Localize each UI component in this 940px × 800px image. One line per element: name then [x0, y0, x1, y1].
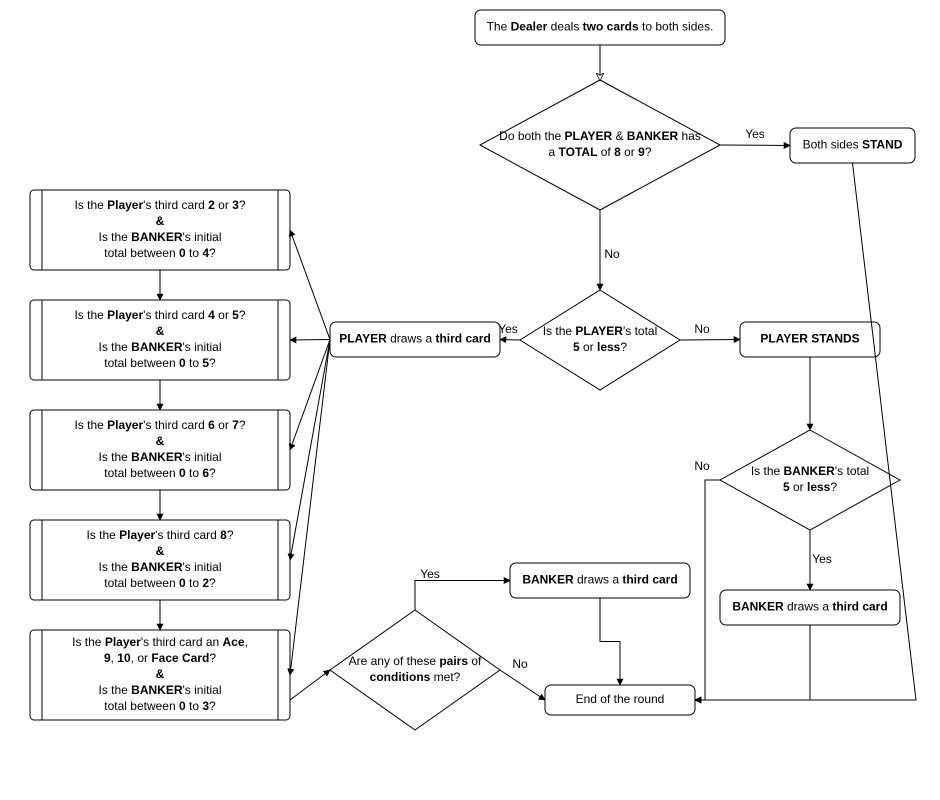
flowchart-canvas: The Dealer deals two cards to both sides… [0, 0, 940, 800]
svg-text:Is the PLAYER's total: Is the PLAYER's total [543, 324, 658, 338]
edge [290, 670, 330, 700]
edge-label: No [694, 322, 710, 336]
svg-text:&: & [156, 434, 165, 448]
svg-text:Is the BANKER's initial: Is the BANKER's initial [98, 230, 221, 244]
edge [500, 670, 545, 700]
edge [290, 340, 330, 341]
svg-text:PLAYER STANDS: PLAYER STANDS [760, 332, 859, 346]
edge [415, 581, 510, 611]
svg-text:total between 0 to 5?: total between 0 to 5? [104, 356, 216, 370]
svg-text:BANKER draws a third card: BANKER draws a third card [522, 573, 677, 587]
edge-label: No [604, 247, 620, 261]
svg-text:&: & [156, 214, 165, 228]
edge-label: No [512, 657, 528, 671]
svg-text:The Dealer deals two cards to: The Dealer deals two cards to both sides… [487, 20, 714, 34]
edge [720, 145, 790, 146]
svg-text:Is the Player's third card 2 o: Is the Player's third card 2 or 3? [74, 198, 245, 212]
edge [695, 625, 810, 700]
svg-text:Is the Player's third card 8?: Is the Player's third card 8? [86, 528, 233, 542]
svg-text:9, 10, or Face Card?: 9, 10, or Face Card? [104, 651, 216, 665]
svg-text:total between 0 to 2?: total between 0 to 2? [104, 576, 216, 590]
svg-text:Is the BANKER's initial: Is the BANKER's initial [98, 450, 221, 464]
svg-text:PLAYER draws a third card: PLAYER draws a third card [339, 332, 491, 346]
svg-text:Is the Player's third card 6 o: Is the Player's third card 6 or 7? [74, 418, 245, 432]
edge-label: Yes [498, 322, 518, 336]
edge-label: No [694, 459, 710, 473]
svg-text:Is the BANKER's total: Is the BANKER's total [751, 464, 869, 478]
svg-text:&: & [156, 324, 165, 338]
edge [695, 480, 720, 700]
svg-text:Is the Player's third card 4 o: Is the Player's third card 4 or 5? [74, 308, 245, 322]
svg-text:Is the BANKER's initial: Is the BANKER's initial [98, 340, 221, 354]
svg-text:a TOTAL of 8 or 9?: a TOTAL of 8 or 9? [549, 145, 652, 159]
svg-text:Is the BANKER's initial: Is the BANKER's initial [98, 560, 221, 574]
svg-text:Is the Player's third card an: Is the Player's third card an Ace, [72, 635, 248, 649]
svg-text:Both sides STAND: Both sides STAND [803, 138, 903, 152]
edge [680, 340, 740, 341]
svg-text:Do both the PLAYER & BANKER ha: Do both the PLAYER & BANKER has [499, 129, 701, 143]
svg-text:5 or less?: 5 or less? [783, 480, 837, 494]
svg-text:total between 0 to 4?: total between 0 to 4? [104, 246, 216, 260]
edge-label: Yes [420, 567, 440, 581]
svg-text:5 or less?: 5 or less? [573, 340, 627, 354]
svg-text:End of the round: End of the round [576, 692, 665, 706]
edge [500, 340, 520, 341]
svg-text:total between 0 to 6?: total between 0 to 6? [104, 466, 216, 480]
edge [290, 340, 330, 451]
edge-label: Yes [745, 127, 765, 141]
svg-text:Are any of these pairs of: Are any of these pairs of [349, 654, 482, 668]
edge [290, 340, 330, 561]
edge [600, 598, 620, 685]
edge [290, 230, 330, 340]
svg-text:conditions met?: conditions met? [370, 670, 461, 684]
edge-label: Yes [812, 552, 832, 566]
edge [290, 340, 330, 676]
svg-text:&: & [156, 667, 165, 681]
svg-text:&: & [156, 544, 165, 558]
svg-text:total between 0 to 3?: total between 0 to 3? [104, 699, 216, 713]
svg-text:Is the BANKER's initial: Is the BANKER's initial [98, 683, 221, 697]
svg-text:BANKER draws a third card: BANKER draws a third card [732, 600, 887, 614]
